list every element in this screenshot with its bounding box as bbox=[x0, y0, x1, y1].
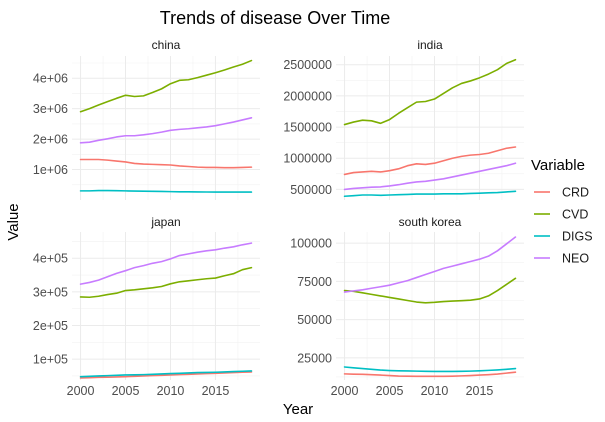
series-line-neo-japan bbox=[79, 242, 253, 285]
panels: china 1e+06 2e+06 3e+06 4e+06 india 500000 1000… bbox=[33, 38, 524, 398]
x-tick-label: 2005 bbox=[112, 384, 140, 398]
x-tick-label: 2005 bbox=[376, 384, 404, 398]
series-line-crd-india bbox=[343, 146, 517, 176]
y-tick-label: 2500000 bbox=[283, 58, 332, 72]
y-axis-title: Value bbox=[5, 203, 22, 240]
x-tick-label: 2010 bbox=[421, 384, 449, 398]
legend-item-crd: CRD bbox=[534, 186, 589, 200]
y-tick-label: 1e+06 bbox=[33, 163, 68, 177]
series-line-neo-south-korea bbox=[343, 236, 517, 293]
x-tick-label: 2000 bbox=[331, 384, 359, 398]
y-tick-label: 75000 bbox=[297, 275, 332, 289]
panel-india: india 500000 1000000 1500000 2000000 2500000 bbox=[283, 38, 524, 200]
x-tick-label: 2000 bbox=[67, 384, 95, 398]
y-tick-label: 4e+06 bbox=[33, 72, 68, 86]
series-line-digs-japan bbox=[79, 370, 253, 378]
facet-label-china: china bbox=[152, 38, 181, 52]
y-tick-label: 2e+06 bbox=[33, 133, 68, 147]
facet-label-japan: japan bbox=[150, 215, 180, 229]
legend-title: Variable bbox=[531, 157, 585, 174]
y-tick-label: 100000 bbox=[290, 237, 332, 251]
panel-japan: japan 1e+05 2e+05 3e+05 4e+05 2000 2005 2010 201… bbox=[33, 215, 260, 398]
facet-label-india: india bbox=[417, 38, 443, 52]
x-tick-label: 2010 bbox=[157, 384, 185, 398]
panel-south-korea: south korea 25000 50000 75000 100000 2000 2005… bbox=[290, 215, 524, 398]
y-tick-label: 25000 bbox=[297, 351, 332, 365]
y-tick-label: 3e+05 bbox=[33, 285, 68, 299]
y-tick-label: 1000000 bbox=[283, 152, 332, 166]
y-tick-label: 4e+05 bbox=[33, 252, 68, 266]
series-line-digs-china bbox=[79, 189, 253, 193]
x-tick-label: 2015 bbox=[202, 384, 230, 398]
legend-label-crd: CRD bbox=[562, 186, 589, 200]
series-line-neo-india bbox=[343, 162, 517, 191]
legend-label-digs: DIGS bbox=[562, 230, 593, 244]
chart-title: Trends of disease Over Time bbox=[160, 8, 390, 28]
legend-label-cvd: CVD bbox=[562, 208, 588, 222]
legend-item-neo: NEO bbox=[534, 252, 589, 266]
series-line-digs-south-korea bbox=[343, 366, 517, 373]
series-line-crd-china bbox=[79, 158, 253, 169]
legend-label-neo: NEO bbox=[562, 252, 589, 266]
panel-background bbox=[72, 56, 260, 200]
facet-label-south-korea: south korea bbox=[399, 215, 462, 229]
panel-background bbox=[72, 232, 260, 380]
series-line-crd-japan bbox=[79, 371, 253, 379]
series-line-neo-china bbox=[79, 117, 253, 144]
y-tick-label: 3e+06 bbox=[33, 102, 68, 116]
y-tick-label: 1500000 bbox=[283, 121, 332, 135]
y-tick-label: 500000 bbox=[290, 183, 332, 197]
panel-background bbox=[336, 56, 524, 200]
y-tick-label: 50000 bbox=[297, 313, 332, 327]
series-line-cvd-south-korea bbox=[343, 277, 517, 304]
y-tick-label: 2e+05 bbox=[33, 319, 68, 333]
series-line-cvd-china bbox=[79, 59, 253, 113]
series-line-digs-india bbox=[343, 190, 517, 198]
x-tick-label: 2015 bbox=[466, 384, 494, 398]
panel-china: china 1e+06 2e+06 3e+06 4e+06 bbox=[33, 38, 260, 200]
legend-item-cvd: CVD bbox=[534, 208, 588, 222]
series-line-cvd-japan bbox=[79, 266, 253, 299]
y-tick-label: 1e+05 bbox=[33, 353, 68, 367]
series-line-cvd-india bbox=[343, 58, 517, 126]
y-tick-label: 2000000 bbox=[283, 89, 332, 103]
legend: CRD CVD DIGS NEO bbox=[534, 186, 593, 266]
series-line-crd-south-korea bbox=[343, 371, 517, 378]
x-axis-title: Year bbox=[283, 401, 313, 418]
legend-item-digs: DIGS bbox=[534, 230, 593, 244]
